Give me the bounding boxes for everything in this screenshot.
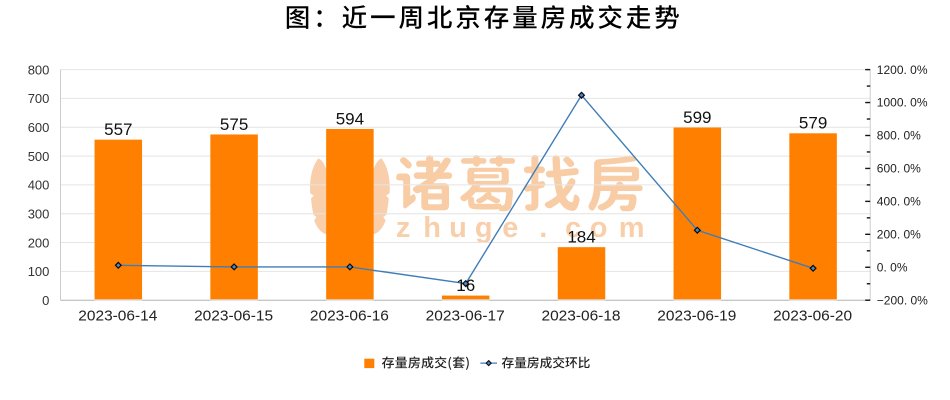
svg-text:200: 200 [28, 235, 50, 250]
svg-text:300: 300 [28, 206, 50, 221]
svg-text:u: u [449, 212, 467, 244]
svg-text:h: h [423, 212, 441, 244]
svg-text:z: z [396, 212, 411, 244]
svg-text:599: 599 [683, 108, 711, 127]
svg-text:.: . [539, 212, 547, 244]
svg-text:500: 500 [28, 149, 50, 164]
svg-text:1200. 0%: 1200. 0% [877, 63, 928, 77]
svg-text:m: m [619, 212, 645, 244]
svg-text:575: 575 [220, 115, 248, 134]
svg-text:2023-06-18: 2023-06-18 [542, 308, 621, 325]
svg-text:600. 0%: 600. 0% [877, 162, 921, 176]
svg-text:2023-06-17: 2023-06-17 [426, 308, 505, 325]
svg-text:100: 100 [28, 264, 50, 279]
svg-text:594: 594 [336, 109, 364, 128]
svg-text:−200. 0%: −200. 0% [877, 293, 928, 307]
svg-text:0. 0%: 0. 0% [877, 260, 908, 274]
svg-text:400. 0%: 400. 0% [877, 195, 921, 209]
svg-text:e: e [502, 212, 518, 244]
svg-text:600: 600 [28, 120, 50, 135]
svg-text:579: 579 [799, 114, 827, 133]
svg-text:2023-06-16: 2023-06-16 [310, 308, 389, 325]
svg-text:0: 0 [42, 293, 49, 308]
svg-text:2023-06-20: 2023-06-20 [773, 308, 852, 325]
svg-text:184: 184 [567, 227, 595, 246]
svg-text:1000. 0%: 1000. 0% [877, 96, 928, 110]
svg-text:700: 700 [28, 91, 50, 106]
svg-text:2023-06-15: 2023-06-15 [194, 308, 273, 325]
svg-text:c: c [565, 212, 581, 244]
svg-text:o: o [590, 212, 608, 244]
svg-text:2023-06-19: 2023-06-19 [657, 308, 736, 325]
svg-text:800: 800 [28, 62, 50, 77]
svg-text:800. 0%: 800. 0% [877, 129, 921, 143]
svg-text:557: 557 [104, 120, 132, 139]
svg-text:200. 0%: 200. 0% [877, 228, 921, 242]
svg-text:2023-06-14: 2023-06-14 [78, 308, 157, 325]
svg-text:400: 400 [28, 178, 50, 193]
svg-text:g: g [475, 212, 493, 244]
